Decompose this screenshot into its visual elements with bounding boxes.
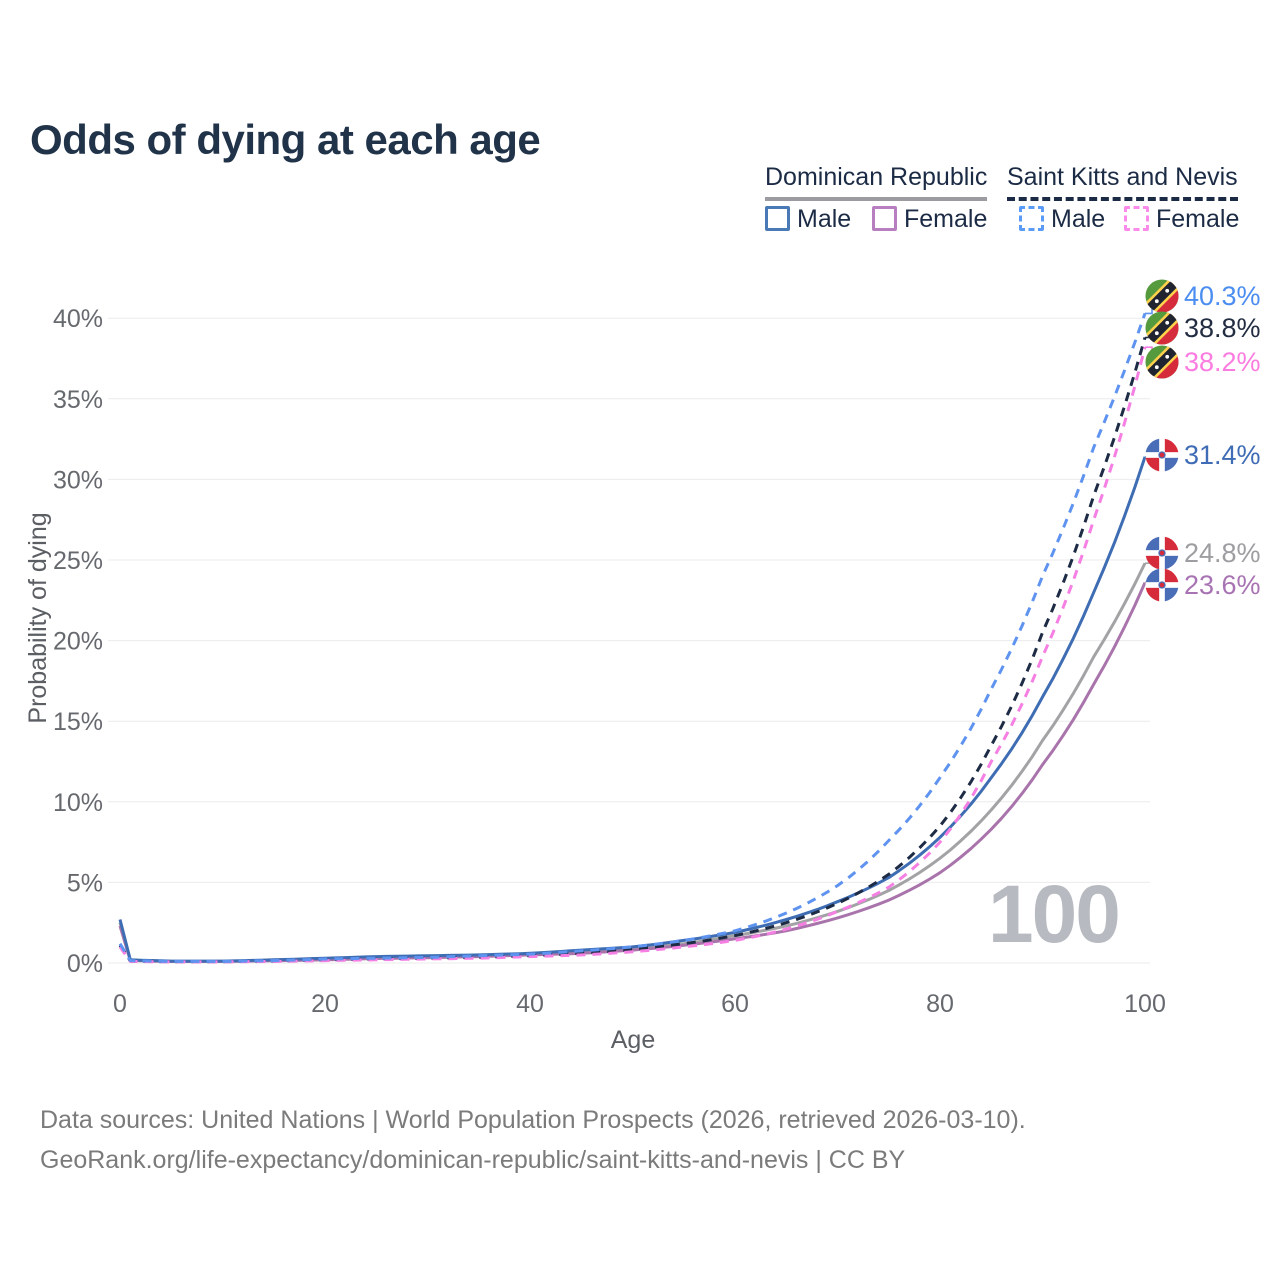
end-label-saint-kitts-and-nevis-male: 40.3% — [1145, 279, 1261, 313]
age-counter-watermark: 100 — [988, 869, 1121, 960]
y-axis-tick-label: 0% — [67, 950, 103, 978]
data-source-note: Data sources: United Nations | World Pop… — [40, 1106, 1026, 1134]
series-line-saint-kitts-and-nevis-both — [118, 337, 1147, 964]
legend-group-saint-kitts-and-nevis[interactable]: Saint Kitts and Nevis — [1007, 163, 1238, 201]
page-title: Odds of dying at each age — [30, 116, 541, 164]
end-label-value: 23.6% — [1184, 570, 1261, 600]
y-axis-tick-label: 25% — [53, 547, 103, 575]
legend-label-saint-kitts-and-nevis-female[interactable]: Female — [1156, 205, 1240, 233]
end-label-value: 40.3% — [1184, 281, 1261, 311]
attribution-note: GeoRank.org/life-expectancy/dominican-re… — [40, 1146, 906, 1174]
legend-label-dominican-republic-male[interactable]: Male — [797, 205, 852, 233]
y-axis-tick-label: 10% — [53, 789, 103, 817]
flag-saint-kitts-and-nevis-icon — [1145, 279, 1179, 313]
x-axis-tick-label: 0 — [113, 990, 127, 1018]
legend-checkbox-saint-kitts-and-nevis-female[interactable] — [1124, 206, 1149, 231]
series-line-saint-kitts-and-nevis-female — [118, 346, 1147, 964]
y-axis-title: Probability of dying — [24, 512, 52, 723]
legend-checkbox-dominican-republic-female[interactable] — [872, 206, 897, 231]
x-axis-tick-label: 40 — [516, 990, 544, 1018]
series-line-dominican-republic-female — [118, 581, 1147, 963]
end-label-value: 24.8% — [1184, 538, 1261, 568]
legend-checkbox-saint-kitts-and-nevis-male[interactable] — [1019, 206, 1044, 231]
flag-dominican-republic-icon — [1145, 568, 1179, 602]
flag-dominican-republic-icon — [1145, 536, 1179, 570]
y-axis-tick-label: 30% — [53, 466, 103, 494]
y-axis-tick-label: 35% — [53, 386, 103, 414]
legend-label-dominican-republic-female[interactable]: Female — [904, 205, 988, 233]
end-label-value: 31.4% — [1184, 440, 1261, 470]
end-label-value: 38.2% — [1184, 347, 1261, 377]
x-axis-tick-label: 80 — [926, 990, 954, 1018]
end-label-dominican-republic-female: 23.6% — [1145, 568, 1261, 602]
x-axis-tick-label: 20 — [311, 990, 339, 1018]
series-line-dominican-republic-male — [118, 456, 1147, 963]
x-axis-tick-label: 60 — [721, 990, 749, 1018]
end-label-dominican-republic-male: 31.4% — [1145, 438, 1261, 472]
x-axis-title: Age — [611, 1026, 655, 1054]
end-label-value: 38.8% — [1184, 313, 1261, 343]
end-label-saint-kitts-and-nevis-female: 38.2% — [1145, 345, 1261, 379]
y-axis-tick-label: 40% — [53, 305, 103, 333]
y-axis-tick-label: 5% — [67, 869, 103, 897]
x-axis-tick-label: 100 — [1124, 990, 1166, 1018]
series-line-saint-kitts-and-nevis-male — [118, 312, 1147, 963]
flag-saint-kitts-and-nevis-icon — [1145, 345, 1179, 379]
flag-dominican-republic-icon — [1145, 438, 1179, 472]
flag-saint-kitts-and-nevis-icon — [1145, 311, 1179, 345]
legend-group-dominican-republic[interactable]: Dominican Republic — [765, 163, 988, 201]
y-axis-tick-label: 20% — [53, 628, 103, 656]
legend-checkbox-dominican-republic-male[interactable] — [765, 206, 790, 231]
end-label-dominican-republic-both: 24.8% — [1145, 536, 1261, 570]
end-label-saint-kitts-and-nevis-both: 38.8% — [1145, 311, 1261, 345]
legend-label-saint-kitts-and-nevis-male[interactable]: Male — [1051, 205, 1106, 233]
y-axis-tick-label: 15% — [53, 708, 103, 736]
